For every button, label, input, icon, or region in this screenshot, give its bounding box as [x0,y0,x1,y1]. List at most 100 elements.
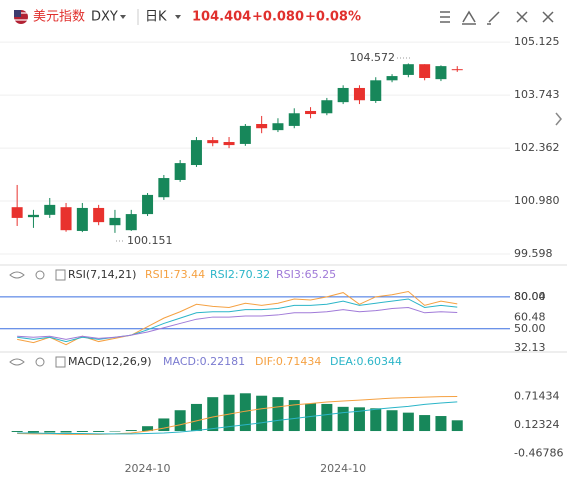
candle-body [386,76,398,81]
symbol-code[interactable]: DXY [91,10,118,25]
candle-body [207,140,219,144]
candle-body [402,64,414,75]
indicator-line [17,306,458,340]
candle-body [174,163,186,180]
candle-body [321,100,333,114]
histogram-bar [370,408,382,432]
toolbar-icon[interactable] [462,10,476,25]
dropdown-arrow[interactable] [120,15,126,19]
toolbar-icon[interactable] [487,11,500,25]
histogram-bar [207,397,219,432]
histogram-bar [239,393,251,432]
indicator-title: RSI(7,14,21) [68,268,136,281]
y-tick-label: -0.46786 [514,447,563,460]
gear-icon[interactable] [35,270,45,280]
annotation: 100.151 [127,234,173,247]
price: 104.404 [192,10,251,25]
indicator-line [17,298,458,343]
histogram-bar [60,431,72,433]
candle-body [353,87,365,101]
header: 美元指数 DXY 日K 104.404 +0.080 +0.08% [14,9,554,25]
histogram-bar [288,400,300,432]
y-tick-label: 50.00 [514,322,546,335]
candle-body [223,142,235,146]
y-tick-label: 60.48 [514,311,546,324]
y-tick-label: 105.125 [514,35,560,48]
legend-entry: RSI2:70.32 [210,268,270,281]
change: +0.080 [252,10,304,25]
eye-icon[interactable] [9,271,25,279]
histogram-bar [272,397,284,432]
histogram-bar [76,431,88,432]
change-percent: +0.08% [305,10,361,25]
gear-icon[interactable] [35,357,45,367]
histogram-bar [142,426,154,432]
histogram-bar [27,431,39,433]
histogram-bar [158,418,170,432]
indicator-line [17,401,458,435]
y-tick-label: 100.980 [514,194,560,207]
symbol-name[interactable]: 美元指数 [33,10,85,25]
histogram-bar [386,410,398,432]
histogram-bar [337,406,349,432]
y-tick-label: 32.13 [514,341,546,354]
y-tick-label: 103.743 [514,88,560,101]
candle-body [288,113,300,126]
candle-body [109,217,121,226]
indicator-line [17,290,458,346]
flag-canton [14,10,21,17]
candle-body [272,123,284,131]
period[interactable]: 日K [145,10,167,25]
candle-body [256,124,268,129]
candle-body [370,80,382,101]
histogram-bar [353,407,365,432]
legend-entry: MACD:0.22181 [163,355,245,368]
x-tick-label: 2024-10 [125,462,171,475]
histogram-bar [256,395,268,432]
toolbar-icon[interactable] [516,11,528,23]
candle-body [158,178,170,198]
indicator-title: MACD(12,26,9) [68,355,152,368]
y-tick-label: 102.362 [514,141,560,154]
y-tick-label: 80.04 [514,290,546,303]
legend-entry: DEA:0.60344 [330,355,402,368]
candle-body [11,207,23,218]
legend-entry: RSI3:65.25 [276,268,336,281]
legend-entry: DIF:0.71434 [255,355,321,368]
candle-body [190,140,202,166]
histogram-bar [190,403,202,432]
histogram-bar [402,412,414,432]
candle-body [27,214,39,218]
box-icon[interactable] [55,356,66,368]
histogram-bar [11,431,23,432]
y-tick-label: 0.12324 [514,418,560,431]
candle-body [451,69,463,71]
candle-body [60,207,72,231]
candle-body [435,66,447,80]
histogram-bar [44,431,56,433]
histogram-bar [451,420,463,432]
histogram-bar [435,416,447,432]
histogram-bar [174,410,186,432]
expand-arrow[interactable] [555,112,562,126]
annotation: 104.572 [350,51,396,64]
histogram-bar [321,403,333,432]
y-tick-label: 99.598 [514,247,553,260]
x-tick-label: 2024-10 [320,462,366,475]
histogram-bar [223,394,235,432]
toolbar-icon[interactable] [440,11,450,23]
candle-body [419,64,431,78]
indicator-line [17,395,458,435]
histogram-bar [305,403,317,432]
y-tick-label: 0.71434 [514,389,560,402]
box-icon[interactable] [55,269,66,281]
candle-body [44,204,56,215]
dropdown-arrow[interactable] [175,15,181,19]
histogram-bar [419,415,431,432]
candle-body [125,214,137,231]
toolbar-icon[interactable] [542,11,554,23]
histogram-bar [125,430,137,432]
candle-body [239,125,251,144]
eye-icon[interactable] [9,358,25,366]
